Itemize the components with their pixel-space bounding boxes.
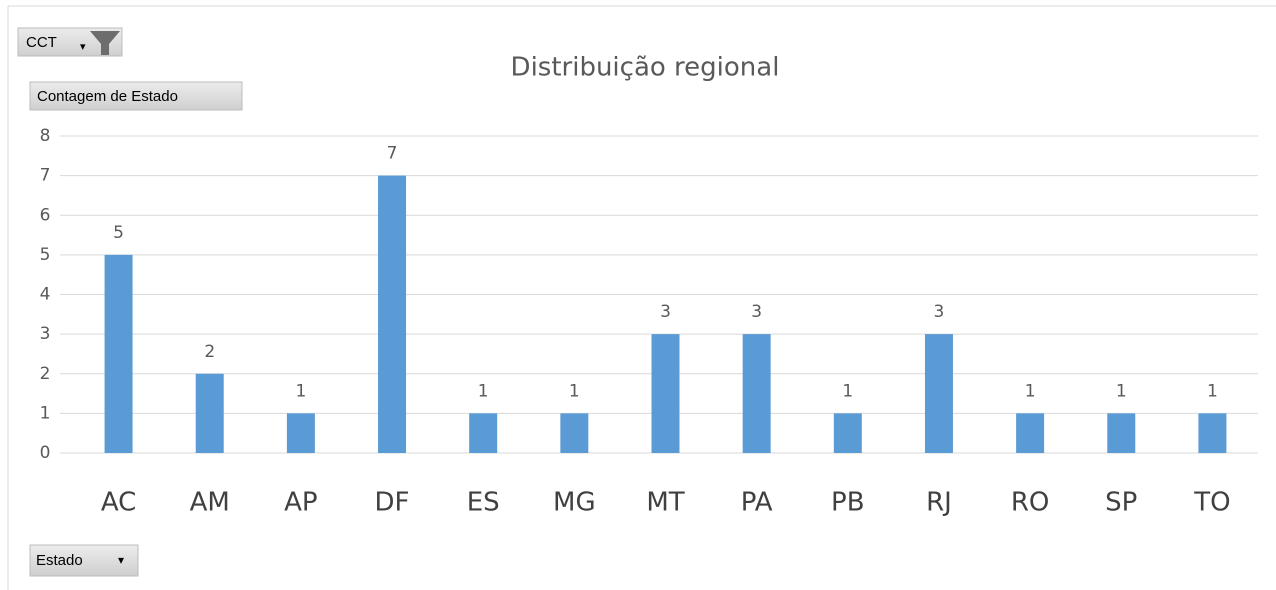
data-label: 7 — [387, 144, 398, 164]
bar — [104, 254, 133, 453]
bar — [560, 413, 589, 453]
x-tick-label: ES — [467, 488, 500, 518]
y-tick-label: 8 — [40, 126, 51, 146]
data-label: 1 — [1025, 381, 1036, 401]
y-tick-label: 0 — [40, 443, 51, 463]
chart-title: Distribuição regional — [511, 53, 780, 83]
axis-button[interactable]: Estado ▾ — [29, 544, 139, 577]
bar — [742, 334, 771, 453]
data-label: 1 — [1207, 381, 1218, 401]
y-tick-label: 3 — [40, 324, 51, 344]
data-label: 1 — [478, 381, 489, 401]
data-label: 3 — [751, 302, 762, 322]
bar — [651, 334, 680, 453]
y-tick-label: 2 — [40, 364, 51, 384]
data-label: 2 — [204, 342, 215, 362]
x-tick-label: PA — [741, 488, 773, 518]
data-label: 5 — [113, 223, 124, 243]
data-label: 3 — [934, 302, 945, 322]
data-label: 1 — [1116, 381, 1127, 401]
x-tick-label: RJ — [926, 488, 952, 518]
bar — [833, 413, 862, 453]
data-label: 1 — [842, 381, 853, 401]
bar — [195, 373, 224, 453]
dropdown-arrow[interactable]: ▾ — [80, 41, 86, 53]
button-label[interactable]: CCT — [26, 34, 57, 51]
x-tick-label: AM — [190, 488, 230, 518]
x-tick-label: AC — [101, 488, 136, 518]
values-button[interactable]: Contagem de Estado — [29, 81, 243, 111]
x-tick-label: MG — [553, 488, 596, 518]
button-label[interactable]: Estado — [36, 552, 83, 569]
x-tick-label: TO — [1193, 488, 1230, 518]
x-tick-label: MT — [646, 488, 684, 518]
bar — [1107, 413, 1136, 453]
filter-icon[interactable] — [90, 31, 120, 55]
button-label[interactable]: Contagem de Estado — [37, 88, 178, 105]
y-tick-label: 6 — [40, 205, 51, 225]
data-label: 1 — [569, 381, 580, 401]
dropdown-arrow[interactable]: ▾ — [118, 553, 124, 567]
data-label: 3 — [660, 302, 671, 322]
x-tick-label: RO — [1011, 488, 1050, 518]
bar — [469, 413, 498, 453]
x-tick-label: PB — [831, 488, 865, 518]
bar — [286, 413, 315, 453]
y-tick-label: 5 — [40, 245, 51, 265]
button-bg[interactable] — [29, 544, 139, 577]
y-tick-label: 4 — [40, 285, 51, 305]
y-tick-label: 7 — [40, 166, 51, 186]
x-tick-label: DF — [375, 488, 410, 518]
button-bg[interactable] — [29, 81, 243, 111]
filter-button[interactable]: CCT ▾ — [17, 27, 123, 57]
bar — [1016, 413, 1045, 453]
x-tick-label: SP — [1105, 488, 1137, 518]
bar — [378, 175, 407, 453]
x-tick-label: AP — [284, 488, 317, 518]
y-tick-label: 1 — [40, 403, 51, 423]
data-label: 1 — [295, 381, 306, 401]
bar — [924, 334, 953, 453]
bar — [1198, 413, 1227, 453]
